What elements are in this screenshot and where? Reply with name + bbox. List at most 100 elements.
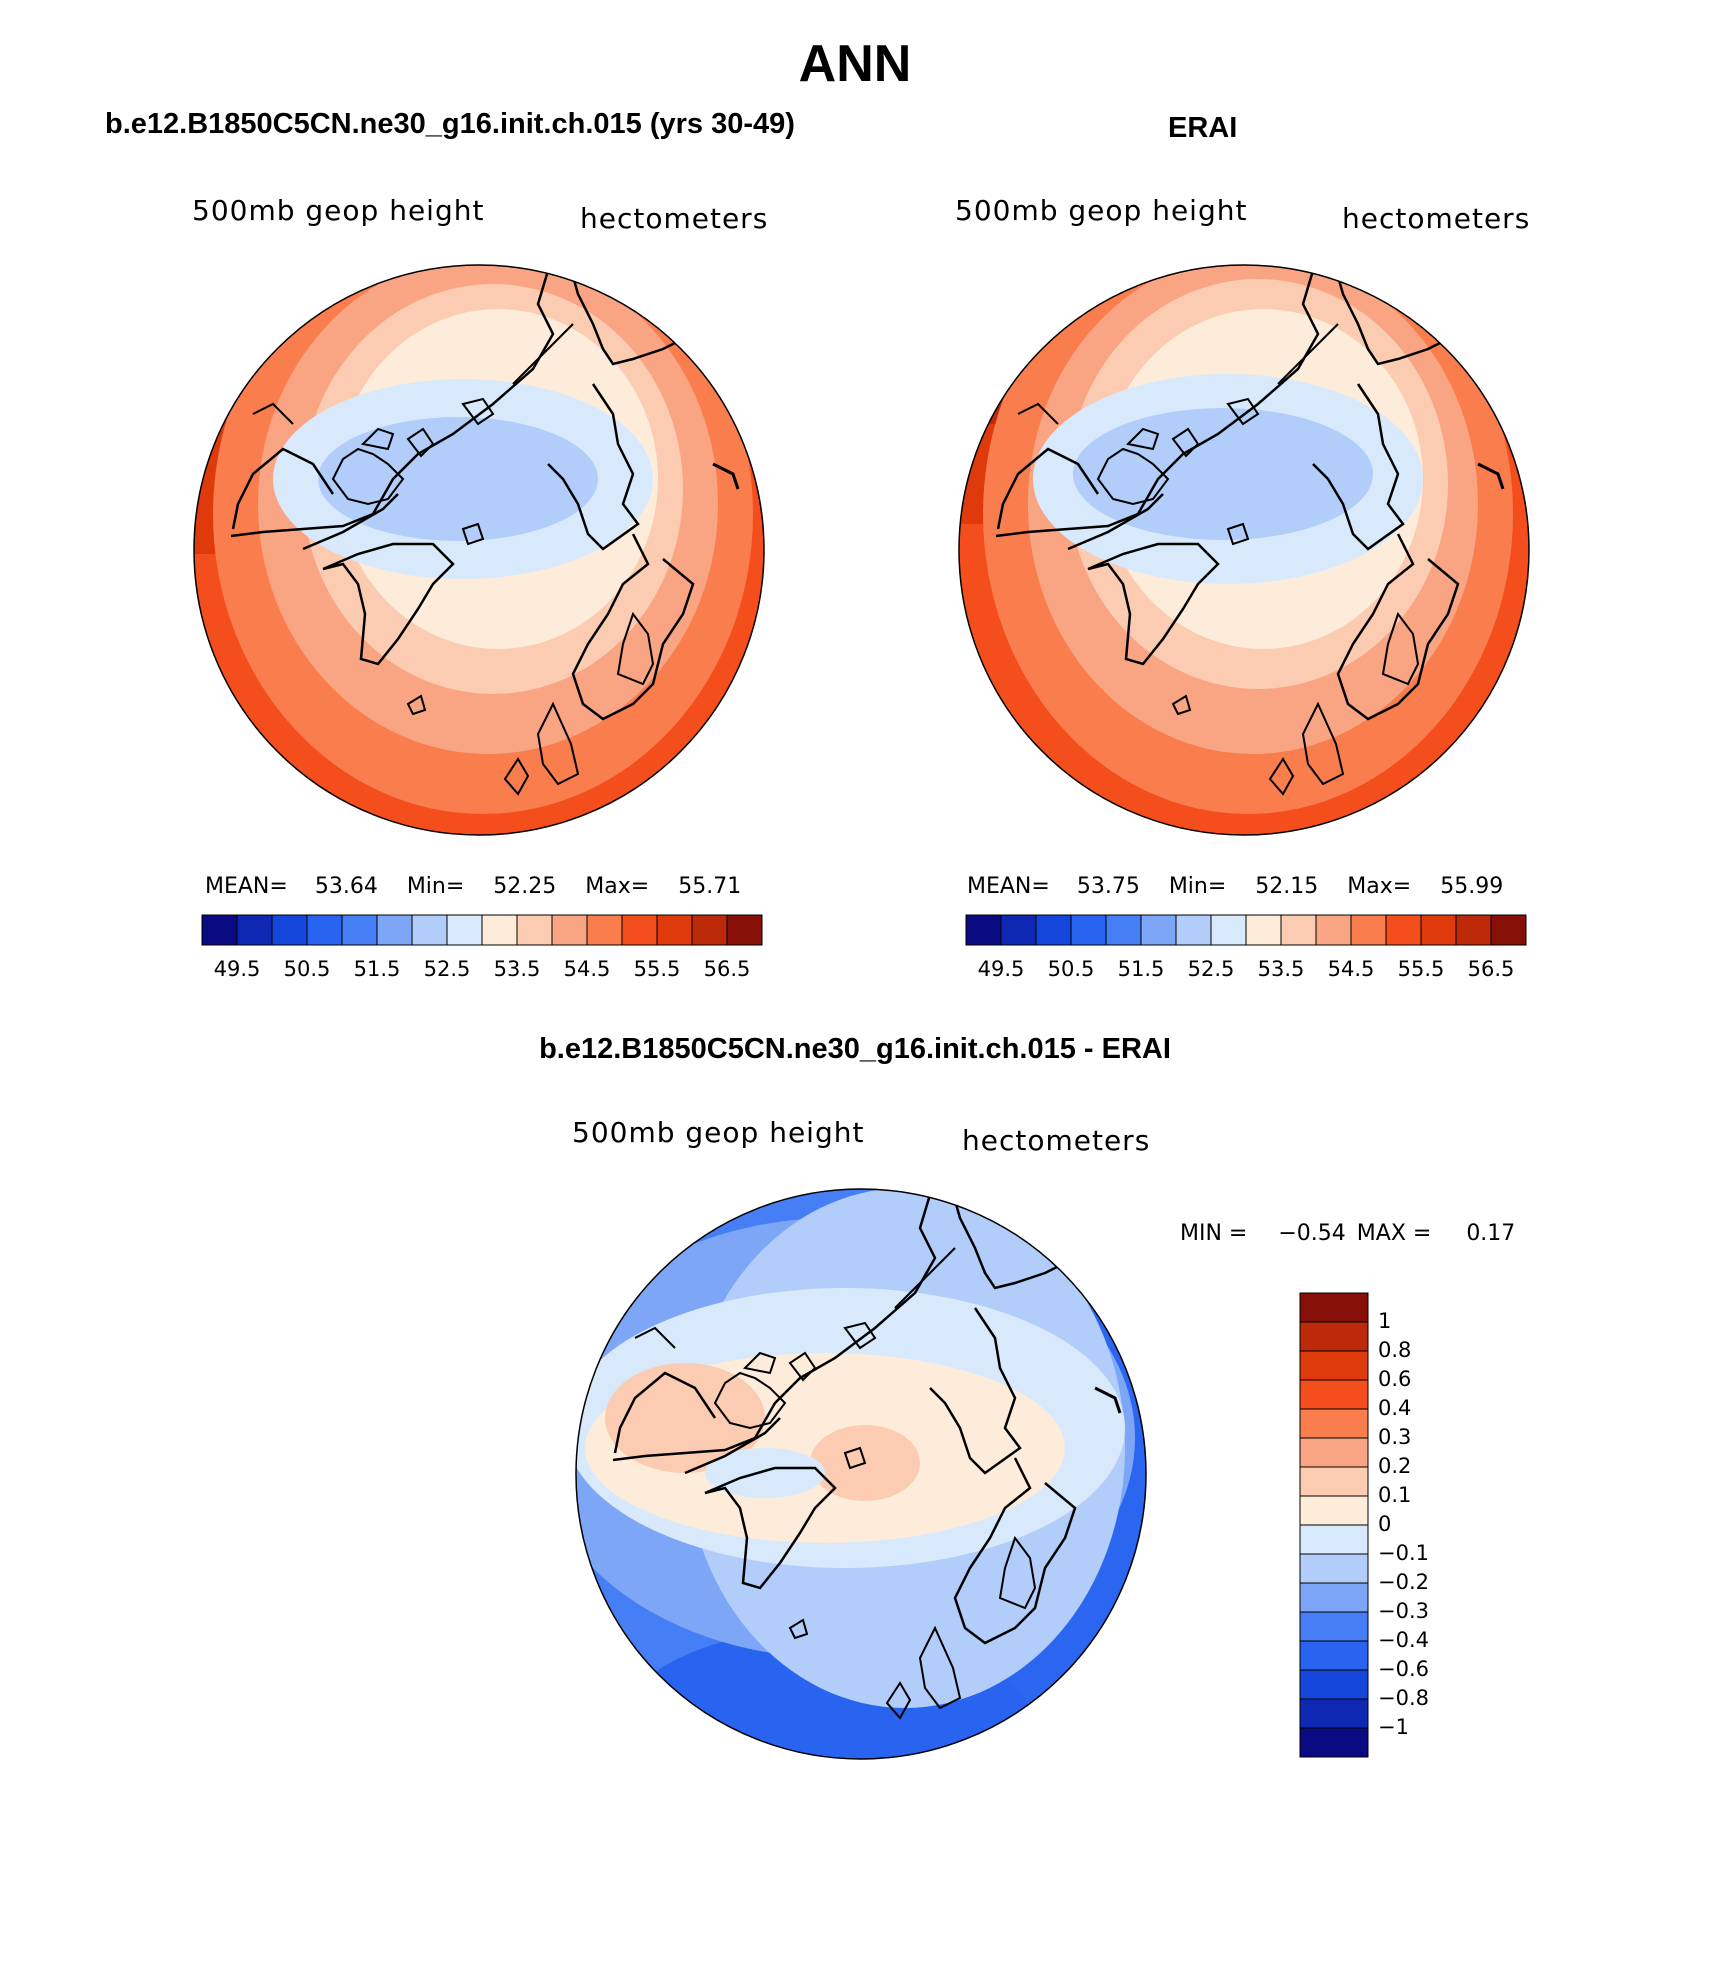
panel2-units-label: hectometers [1342, 202, 1531, 235]
colorbar-swatch [1385, 914, 1422, 946]
map-panel1 [193, 264, 765, 836]
max-value: 0.17 [1466, 1221, 1516, 1246]
panel1-units-label: hectometers [580, 202, 769, 235]
colorbar-tick-label: 53.5 [1257, 957, 1305, 981]
panel2-title: ERAI [1168, 112, 1238, 144]
colorbar-tick-label: 52.5 [423, 957, 471, 981]
colorbar-tick-label: 1 [1378, 1309, 1392, 1333]
colorbar-swatch [1299, 1466, 1369, 1497]
colorbar-panel1 [201, 914, 763, 946]
panel2-stats: MEAN= 53.75 Min= 52.15 Max= 55.99 [967, 874, 1503, 899]
colorbar-tick-label: −0.2 [1378, 1570, 1429, 1594]
colorbar-swatch [1035, 914, 1072, 946]
colorbar-swatch [965, 914, 1002, 946]
colorbar-tick-label: −0.6 [1378, 1657, 1429, 1681]
map2-field [959, 265, 1529, 835]
min-value: 52.15 [1255, 874, 1319, 899]
colorbar-swatch [1210, 914, 1247, 946]
colorbar-swatch [1490, 914, 1527, 946]
colorbar-tick-label: 0 [1378, 1512, 1392, 1536]
colorbar-tick-label: 0.4 [1378, 1396, 1412, 1420]
colorbar-tick-label: −1 [1378, 1715, 1409, 1739]
colorbar-swatch [411, 914, 448, 946]
colorbar-swatch [656, 914, 693, 946]
colorbar-tick-label: −0.3 [1378, 1599, 1429, 1623]
colorbar-swatch [621, 914, 658, 946]
colorbar-swatch [1299, 1321, 1369, 1352]
max-label: Max= [1347, 874, 1412, 899]
max-label: Max= [585, 874, 650, 899]
colorbar-tick-label: 55.5 [1397, 957, 1445, 981]
colorbar-tick-label: 56.5 [1467, 957, 1515, 981]
colorbar-tick-label: 55.5 [633, 957, 681, 981]
colorbar-tick-label: 53.5 [493, 957, 541, 981]
panel2-variable-label: 500mb geop height [955, 194, 1248, 227]
colorbar-swatch [1299, 1553, 1369, 1584]
panel3-stats: MIN = −0.54 MAX = 0.17 [1180, 1221, 1515, 1246]
colorbar-tick-label: 0.6 [1378, 1367, 1412, 1391]
panel3-variable-label: 500mb geop height [572, 1116, 865, 1149]
colorbar-swatch [1299, 1698, 1369, 1729]
colorbar-tick-label: 54.5 [563, 957, 611, 981]
colorbar-tick-label: 52.5 [1187, 957, 1235, 981]
panel1-stats: MEAN= 53.64 Min= 52.25 Max= 55.71 [205, 874, 741, 899]
colorbar-swatch [236, 914, 273, 946]
mean-value: 53.64 [314, 874, 378, 899]
max-value: 55.99 [1440, 874, 1504, 899]
colorbar-swatch [551, 914, 588, 946]
colorbar-tick-label: 49.5 [213, 957, 261, 981]
colorbar-swatch [1000, 914, 1037, 946]
min-value: −0.54 [1278, 1221, 1346, 1246]
colorbar-swatch [1299, 1640, 1369, 1671]
colorbar-swatch [1299, 1437, 1369, 1468]
colorbar-swatch [1350, 914, 1387, 946]
colorbar-tick-label: 51.5 [353, 957, 401, 981]
colorbar-tick-label: 51.5 [1117, 957, 1165, 981]
colorbar-swatch [1070, 914, 1107, 946]
min-label: Min= [1168, 874, 1227, 899]
colorbar-swatch [1315, 914, 1352, 946]
colorbar-tick-label: 50.5 [1047, 957, 1095, 981]
colorbar-tick-label: 0.2 [1378, 1454, 1412, 1478]
map3-field [576, 1189, 1146, 1759]
map-panel3 [575, 1188, 1147, 1760]
colorbar-swatch [586, 914, 623, 946]
colorbar-tick-label: −0.8 [1378, 1686, 1429, 1710]
colorbar-panel2 [965, 914, 1527, 946]
colorbar-swatch [516, 914, 553, 946]
mean-label: MEAN= [205, 874, 288, 899]
colorbar-tick-label: 0.1 [1378, 1483, 1412, 1507]
colorbar-swatch [726, 914, 763, 946]
map1-field [194, 265, 764, 835]
max-label: MAX = [1356, 1221, 1432, 1246]
panel1-title: b.e12.B1850C5CN.ne30_g16.init.ch.015 (yr… [105, 108, 795, 140]
colorbar-swatch [446, 914, 483, 946]
colorbar-tick-label: −0.4 [1378, 1628, 1429, 1652]
panel3-units-label: hectometers [962, 1124, 1151, 1157]
colorbar-swatch [306, 914, 343, 946]
min-label: Min= [406, 874, 465, 899]
colorbar-swatch [1299, 1524, 1369, 1555]
colorbar-swatch [1299, 1408, 1369, 1439]
colorbar-tick-label: −0.1 [1378, 1541, 1429, 1565]
mean-value: 53.75 [1076, 874, 1140, 899]
panel1-variable-label: 500mb geop height [192, 194, 485, 227]
map-panel2 [958, 264, 1530, 836]
colorbar-panel3 [1299, 1292, 1369, 1758]
colorbar-swatch [1299, 1495, 1369, 1526]
colorbar-swatch [1299, 1669, 1369, 1700]
max-value: 55.71 [678, 874, 742, 899]
colorbar-tick-label: 56.5 [703, 957, 751, 981]
colorbar-tick-label: 49.5 [977, 957, 1025, 981]
colorbar-tick-label: 0.8 [1378, 1338, 1412, 1362]
colorbar-swatch [201, 914, 238, 946]
colorbar-swatch [481, 914, 518, 946]
colorbar-swatch [1299, 1582, 1369, 1613]
figure-title: ANN [798, 35, 912, 93]
colorbar-tick-label: 50.5 [283, 957, 331, 981]
colorbar-swatch [1245, 914, 1282, 946]
colorbar-tick-label: 54.5 [1327, 957, 1375, 981]
colorbar-swatch [1420, 914, 1457, 946]
colorbar-swatch [1280, 914, 1317, 946]
colorbar-swatch [1299, 1292, 1369, 1323]
